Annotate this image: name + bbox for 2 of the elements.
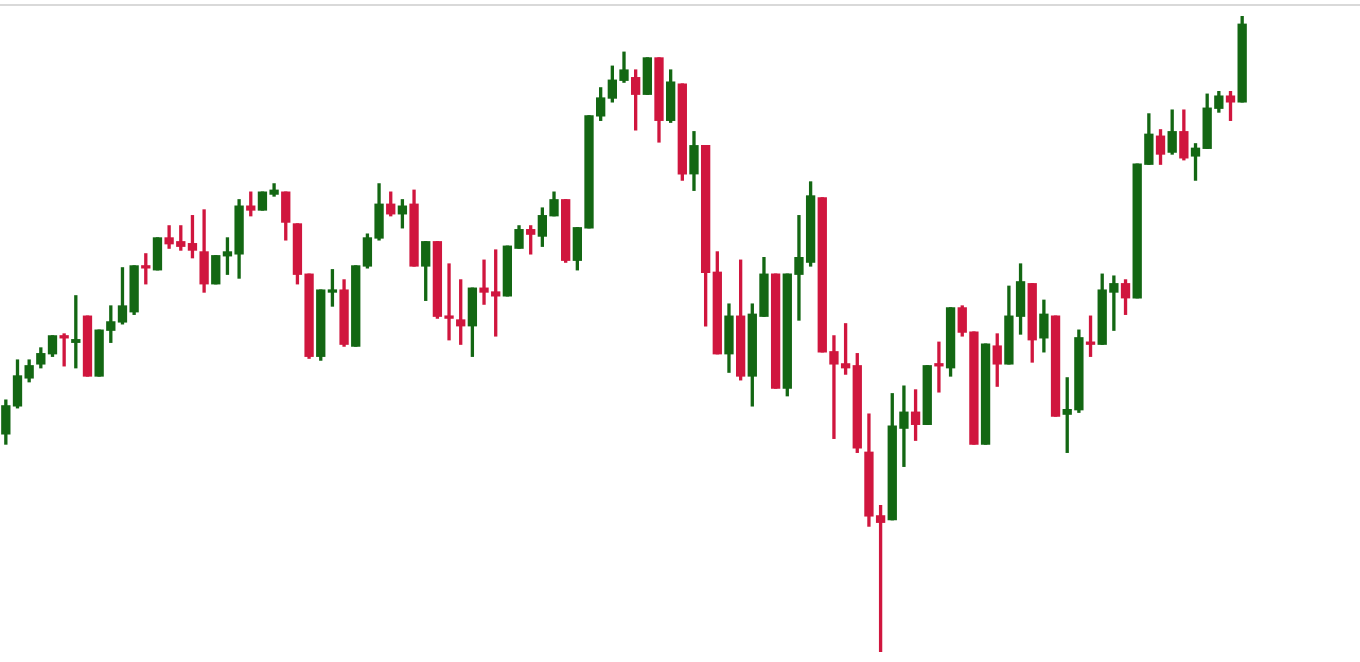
- candlestick: [59, 333, 69, 367]
- candlestick: [934, 341, 944, 393]
